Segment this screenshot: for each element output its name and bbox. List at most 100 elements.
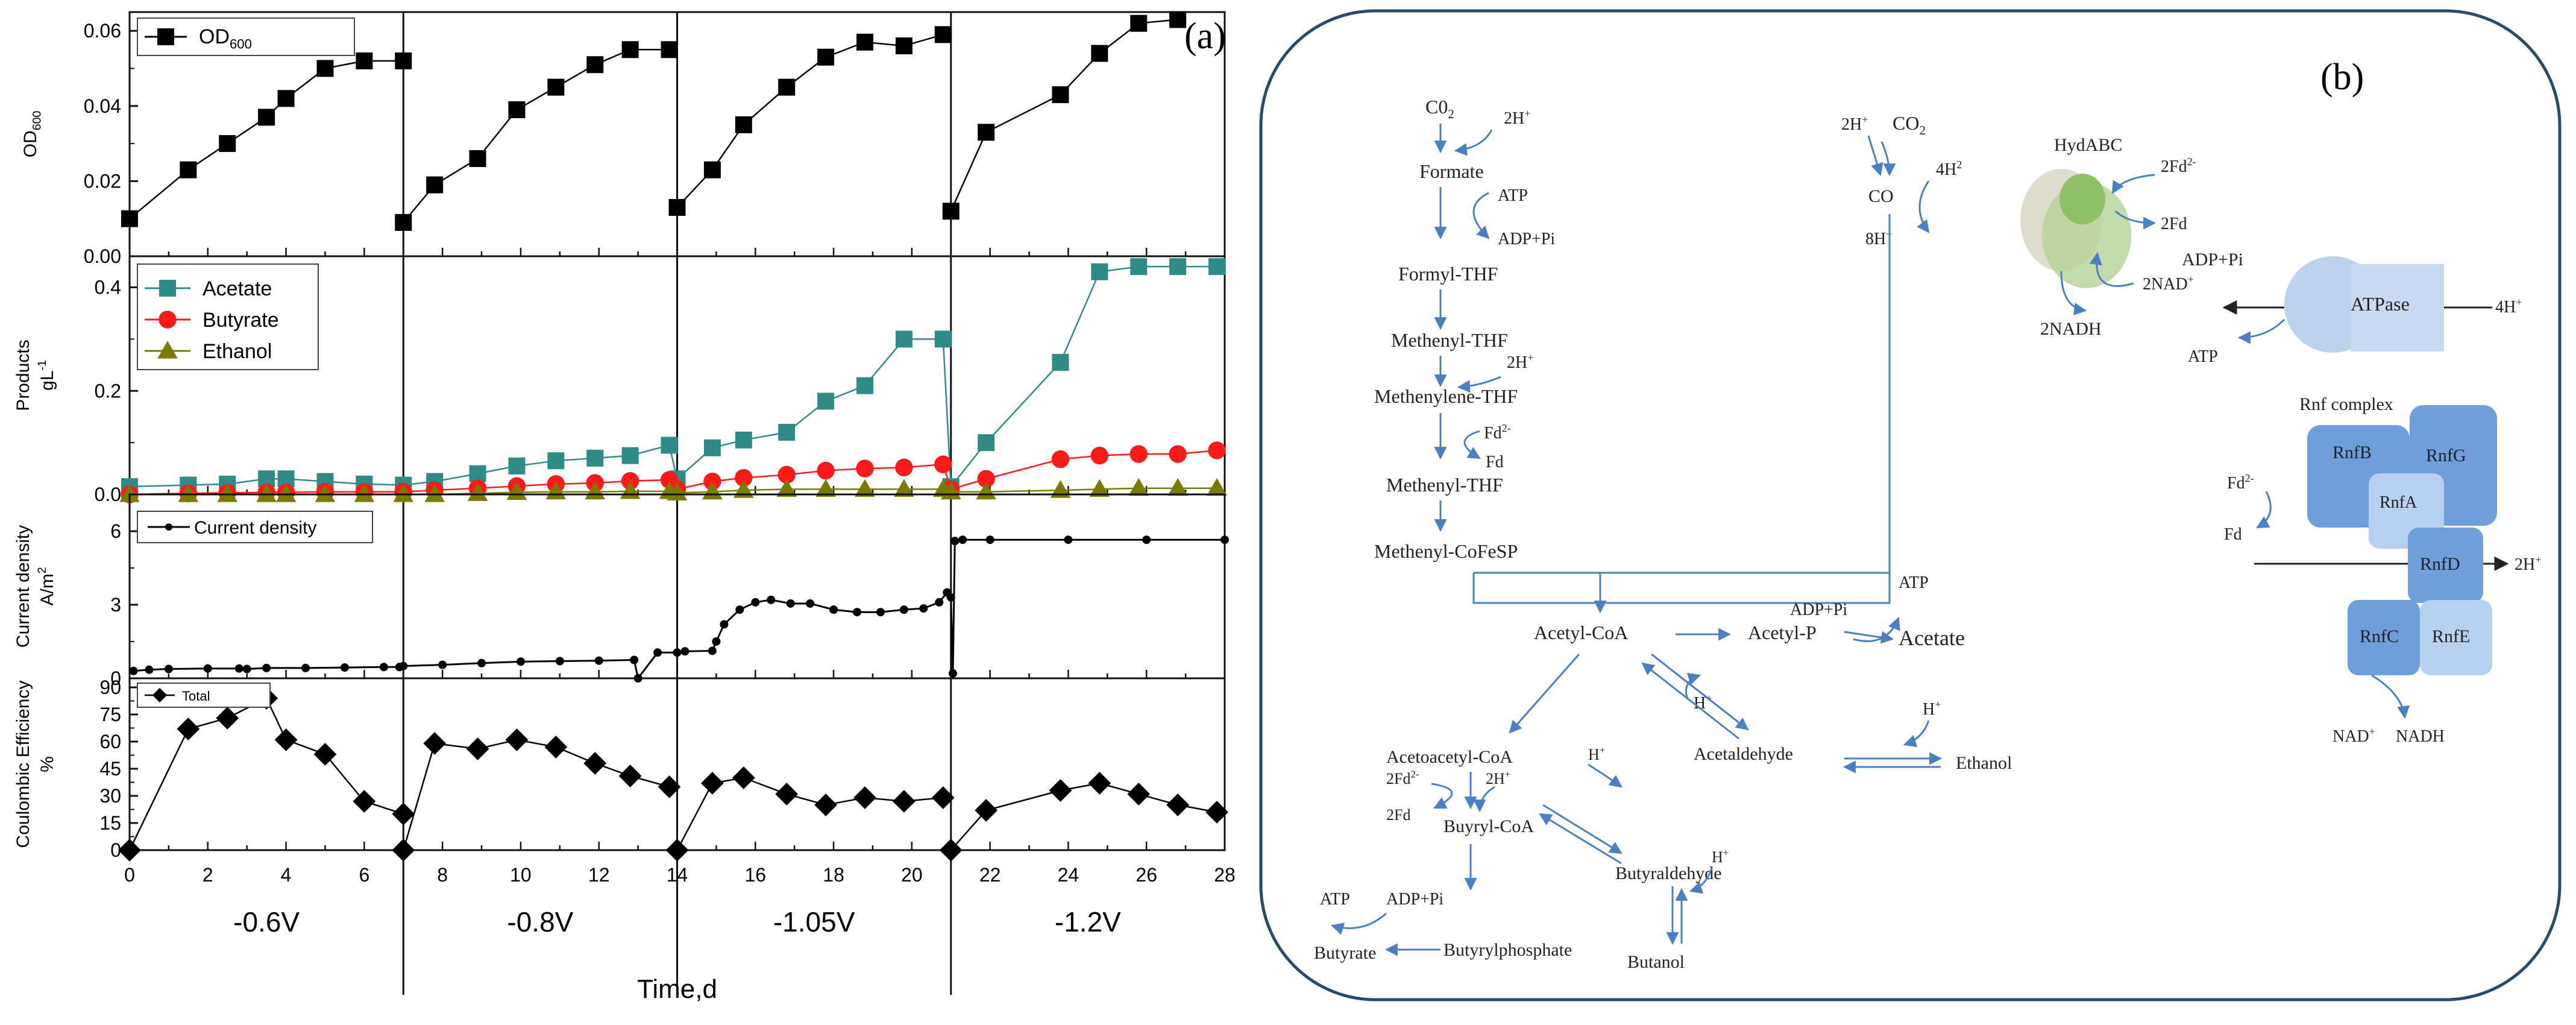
data-point — [701, 772, 724, 795]
data-point — [708, 646, 717, 655]
data-point — [853, 786, 876, 809]
data-point — [975, 799, 998, 822]
data-point — [934, 455, 952, 473]
node-methylene-thf-main: Methenylene-THF — [1374, 385, 1518, 407]
data-point — [1089, 479, 1110, 497]
data-point — [703, 439, 721, 456]
data-point — [219, 135, 236, 153]
data-point — [976, 481, 996, 500]
series-line — [676, 34, 944, 208]
y-tick-label: 0 — [110, 839, 121, 861]
data-point — [234, 664, 243, 673]
node-rnfe-main: RnfE — [2432, 626, 2470, 646]
data-point — [985, 535, 994, 544]
node-formyl-thf-main: Formyl-THF — [1398, 263, 1498, 285]
legend-marker — [152, 687, 168, 703]
series-line — [128, 697, 404, 851]
node-butyraldehyde-main: Butyraldehyde — [1615, 863, 1722, 883]
data-point — [1207, 478, 1227, 496]
y-tick-label: 60 — [99, 731, 121, 752]
data-point — [1130, 14, 1148, 32]
data-point — [661, 437, 678, 454]
data-point — [118, 839, 141, 862]
data-point — [316, 60, 334, 77]
data-point — [129, 666, 138, 675]
data-point — [1169, 445, 1187, 463]
data-point — [661, 41, 678, 58]
data-point — [977, 470, 995, 488]
data-point — [829, 605, 838, 614]
panel-b: (b)C02 2H+FormateATPADP+PiFormyl-THFMethe… — [1259, 9, 2562, 1001]
y-axis-unit-ce: % — [37, 756, 57, 772]
voltage-label: -0.8V — [507, 906, 573, 938]
data-point — [775, 783, 799, 806]
data-point — [786, 599, 795, 608]
series-od — [121, 11, 1187, 231]
data-point — [1064, 535, 1073, 544]
y-tick-label: 0 — [110, 667, 121, 689]
node-acetate-main: Acetate — [1899, 626, 1965, 650]
y-axis-title-ce: Coulombic Efficiency — [13, 681, 33, 848]
data-point — [751, 598, 760, 607]
arrow-acetylp-acetate — [1844, 631, 1894, 644]
data-point — [315, 484, 336, 502]
node-acetyl-coa-main: Acetyl-CoA — [1534, 622, 1628, 643]
legend-marker — [159, 280, 176, 297]
legend-marker — [157, 341, 178, 359]
data-point — [594, 656, 603, 665]
node-h-buty-sup: + — [1600, 745, 1606, 756]
series-line — [129, 60, 404, 219]
data-point — [555, 657, 564, 666]
node-h2-formate: 2H+ — [1504, 107, 1531, 128]
y-axis-unit-products-sup: -1 — [36, 360, 49, 370]
data-point — [399, 661, 408, 670]
node-h2-co: 2H+ — [1841, 113, 1868, 134]
panel-b-label: (b) — [2320, 57, 2364, 98]
data-point — [1208, 441, 1226, 459]
node-co2-right: CO2 — [1893, 112, 1926, 137]
data-point — [424, 484, 445, 502]
data-point — [1166, 793, 1190, 816]
node-butanol-main: Butanol — [1627, 952, 1685, 972]
legend-marker — [159, 311, 177, 329]
x-tick-label: 24 — [1058, 864, 1079, 886]
arrow-acetylcoa-acetoacetyl — [1509, 654, 1580, 734]
data-point — [817, 461, 835, 480]
node-nad-1-main: 2NAD — [2143, 275, 2188, 294]
node-acetoacetyl-coa-main: Acetoacetyl-CoA — [1386, 747, 1513, 767]
legend-label: Butyrate — [203, 309, 279, 332]
data-point — [466, 737, 489, 760]
data-point — [353, 790, 376, 813]
data-point — [1129, 445, 1148, 463]
node-h2-methylene-sup: + — [1527, 352, 1533, 364]
data-point — [1130, 258, 1148, 276]
rnfe-box — [2420, 600, 2492, 675]
data-point — [1052, 354, 1069, 371]
y-axis-unit-current-sup: 2 — [36, 567, 49, 573]
node-co2-left-sub: 2 — [1448, 107, 1454, 121]
node-formate-main: Formate — [1419, 160, 1484, 182]
data-point — [673, 648, 682, 657]
node-fd2-4-sup: 2- — [2245, 472, 2254, 484]
data-point — [340, 663, 349, 672]
data-point — [856, 459, 874, 478]
y-axis-title-od-main: OD — [20, 130, 40, 157]
panel-a-label: (a) — [1184, 16, 1226, 57]
data-point — [630, 655, 639, 664]
line-co-to-acetylcoa — [1472, 214, 1891, 604]
data-point — [919, 604, 928, 613]
x-tick-label: 18 — [823, 864, 844, 886]
node-h4: 4H+ — [2495, 296, 2522, 317]
y-axis-unit-current-main: A/m — [37, 573, 57, 605]
data-point — [258, 109, 275, 126]
data-point — [734, 480, 754, 498]
data-point — [121, 210, 138, 227]
data-point — [1091, 45, 1108, 62]
data-point — [275, 484, 297, 502]
x-tick-label: 10 — [510, 864, 532, 886]
node-h2-4: 4H2 — [1936, 159, 1962, 179]
node-h2-co-sup: + — [1862, 113, 1868, 125]
node-butyryl-coa-main: Buyryl-CoA — [1444, 816, 1534, 836]
data-point — [301, 663, 310, 672]
x-tick-label: 4 — [281, 864, 292, 886]
